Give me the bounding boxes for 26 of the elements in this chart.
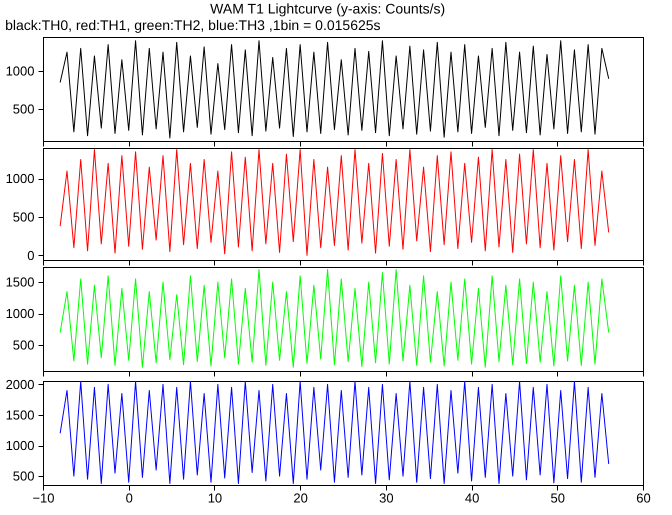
x-tick-label: 0	[126, 490, 133, 506]
x-tick-label: 40	[464, 490, 480, 506]
line-series	[60, 149, 610, 256]
y-tick-label: 0	[27, 248, 34, 263]
y-tick-label: 1000	[6, 306, 34, 322]
chart-title: WAM T1 Lightcurve (y-axis: Counts/s)	[210, 0, 446, 16]
x-tick-label: −10	[32, 490, 55, 506]
line-series	[60, 40, 610, 138]
x-tick-label: 60	[636, 490, 651, 506]
y-tick-label: 500	[12, 210, 34, 225]
line-series	[60, 381, 610, 484]
y-tick-label: 500	[12, 468, 34, 484]
y-tick-label: 500	[12, 102, 34, 117]
y-tick-label: 1500	[6, 407, 34, 422]
y-tick-label: 1000	[6, 438, 34, 454]
chart-subtitle: black:TH0, red:TH1, green:TH2, blue:TH3 ,1bin = 0.015625s	[5, 17, 381, 33]
x-tick-label: 30	[379, 490, 394, 506]
y-tick-label: 2000	[6, 376, 34, 392]
x-tick-label: 20	[293, 490, 308, 506]
y-tick-label: 500	[12, 338, 34, 353]
line-series	[60, 269, 610, 368]
y-tick-label: 1000	[6, 171, 34, 186]
x-tick-label: 50	[550, 490, 566, 506]
y-tick-label: 1500	[6, 274, 34, 290]
y-tick-label: 1000	[6, 64, 34, 79]
x-tick-label: 10	[208, 490, 222, 506]
